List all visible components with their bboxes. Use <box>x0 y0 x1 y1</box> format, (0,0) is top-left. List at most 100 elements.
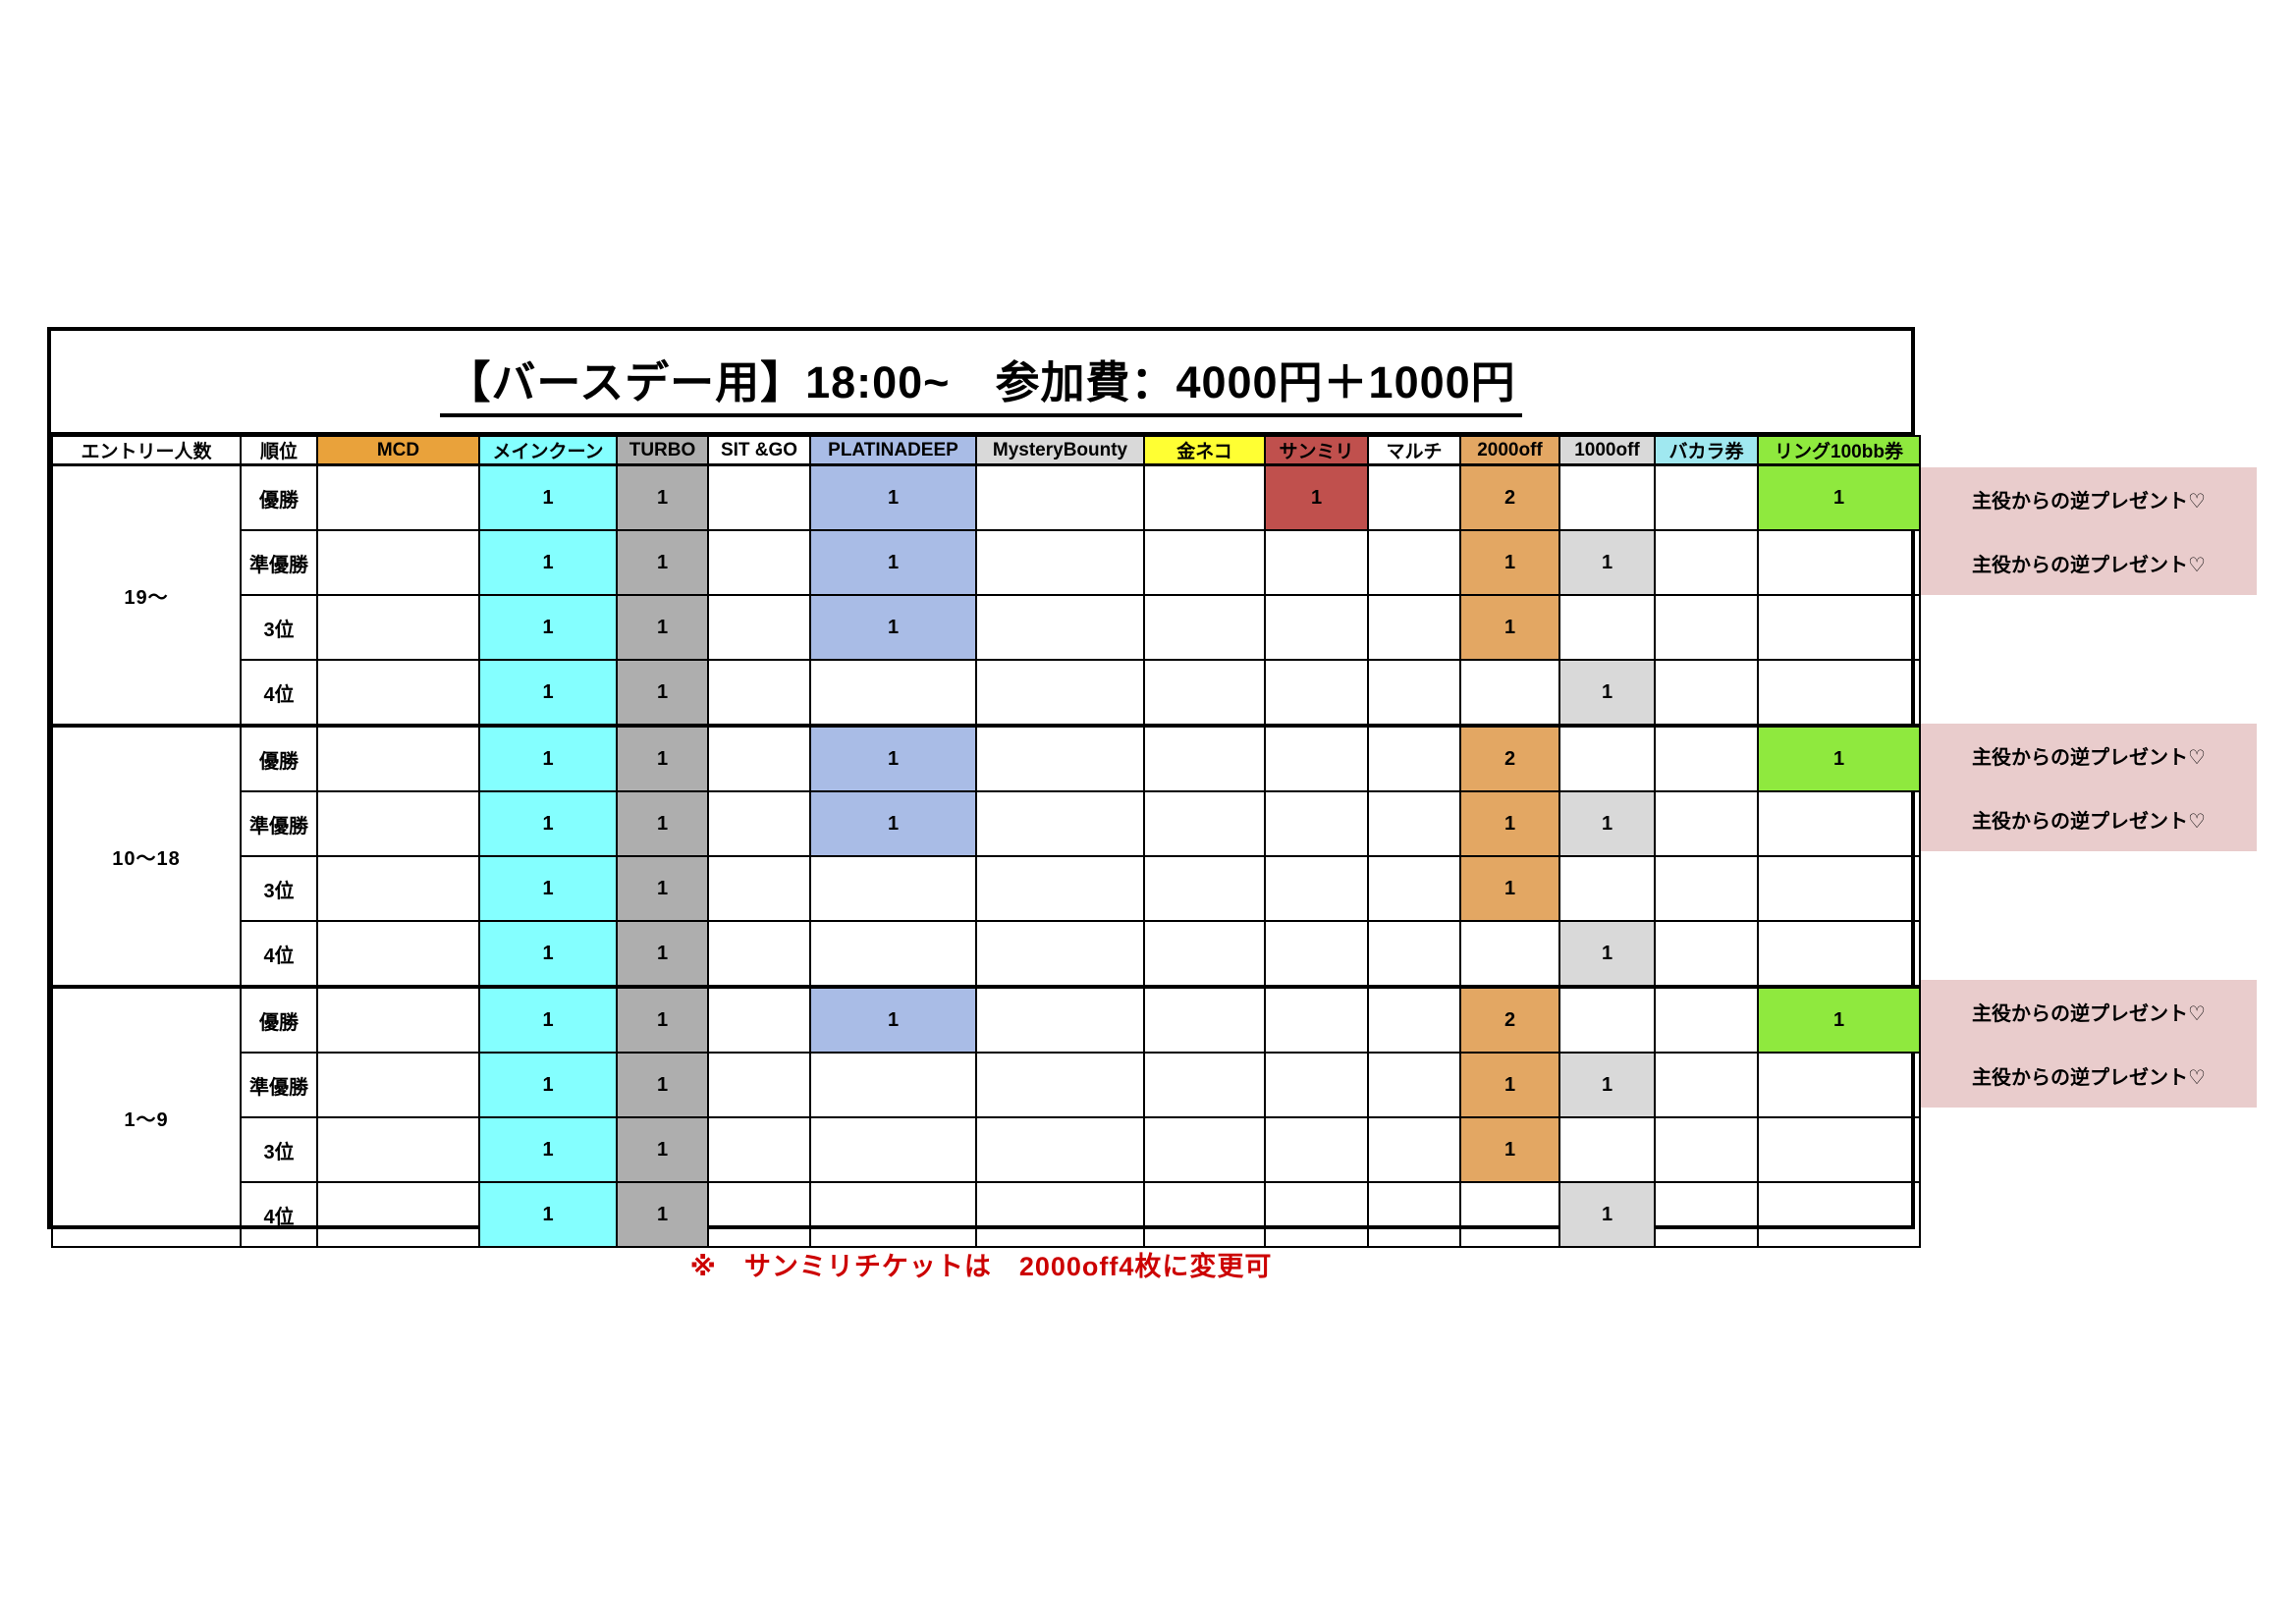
prize-cell: 1 <box>616 594 709 661</box>
prize-cell <box>975 463 1145 531</box>
table-head: エントリー人数 順位 MCD メインクーン TURBO SIT &GO PLATINADEE… <box>51 435 1921 466</box>
prize-cell: 1 <box>616 463 709 531</box>
prize-cell: 1 <box>1264 463 1369 531</box>
prize-cell <box>809 920 977 988</box>
prize-cell <box>1367 463 1461 531</box>
prize-cell <box>1143 1181 1266 1248</box>
prize-cell: 1 <box>478 463 618 531</box>
column-header: PLATINADEEP <box>809 435 977 466</box>
prize-cell <box>1143 1052 1266 1118</box>
prize-cell: 1 <box>616 1181 709 1248</box>
prize-cell <box>316 1052 480 1118</box>
prize-cell <box>1367 1181 1461 1248</box>
prize-cell <box>1654 463 1759 531</box>
prize-cell <box>1558 1116 1656 1183</box>
prize-cell <box>1264 1052 1369 1118</box>
prize-cell <box>1367 985 1461 1054</box>
title-bar: 【バースデー用】18:00~ 参加費：4000円＋1000円 <box>51 331 1911 435</box>
prize-cell <box>975 985 1145 1054</box>
prize-table: エントリー人数 順位 MCD メインクーン TURBO SIT &GO PLATINADEE… <box>51 435 1921 1248</box>
prize-cell: 1 <box>478 855 618 922</box>
prize-cell: 1 <box>809 985 977 1054</box>
footnote-text: ※ サンミリチケットは 2000off4枚に変更可 <box>689 1252 1273 1281</box>
prize-cell <box>1143 790 1266 857</box>
prize-cell <box>1459 920 1560 988</box>
prize-cell <box>1459 1181 1560 1248</box>
entry-count-cell: 10～18 <box>51 724 242 988</box>
table-row: 4位 1 1 1 <box>52 920 1921 988</box>
table-row: 4位 1 1 1 <box>52 659 1921 727</box>
prize-sheet: 【バースデー用】18:00~ 参加費：4000円＋1000円 エントリー人数 順位… <box>47 327 1921 1248</box>
column-header: マルチ <box>1367 435 1461 466</box>
prize-cell: 1 <box>1459 594 1560 661</box>
prize-cell <box>1367 855 1461 922</box>
prize-cell <box>1757 594 1921 661</box>
rank-cell: 準優勝 <box>240 790 318 857</box>
prize-cell <box>707 985 811 1054</box>
birthday-note-text: 主役からの逆プレゼント♡ <box>1972 1067 2206 1089</box>
prize-cell <box>1264 855 1369 922</box>
table-row: 3位 1 1 1 <box>52 855 1921 922</box>
column-header: バカラ券 <box>1654 435 1759 466</box>
table-row: 4位 1 1 1 <box>52 1181 1921 1248</box>
prize-cell <box>1757 1181 1921 1248</box>
table-row: 準優勝 1 1 1 1 <box>52 1052 1921 1118</box>
prize-cell <box>1757 529 1921 596</box>
prize-cell <box>316 463 480 531</box>
prize-cell <box>1654 790 1759 857</box>
prize-cell <box>316 920 480 988</box>
prize-cell <box>1367 1116 1461 1183</box>
column-header: MysteryBounty <box>975 435 1145 466</box>
prize-cell <box>316 790 480 857</box>
entry-count-cell: 1～9 <box>51 985 242 1248</box>
rank-cell: 3位 <box>240 1116 318 1183</box>
prize-cell <box>975 1116 1145 1183</box>
prize-cell <box>809 1181 977 1248</box>
birthday-note-band: 主役からの逆プレゼント♡ 主役からの逆プレゼント♡ <box>1921 724 2257 851</box>
prize-cell <box>975 855 1145 922</box>
prize-cell <box>1143 594 1266 661</box>
prize-cell: 1 <box>809 529 977 596</box>
prize-cell <box>1654 659 1759 727</box>
prize-cell <box>1143 855 1266 922</box>
prize-cell: 1 <box>616 659 709 727</box>
prize-cell: 1 <box>1459 790 1560 857</box>
prize-cell <box>809 1116 977 1183</box>
prize-cell: 1 <box>478 594 618 661</box>
prize-cell <box>707 1052 811 1118</box>
column-header: リング100bb券 <box>1757 435 1921 466</box>
rank-cell: 優勝 <box>240 985 318 1054</box>
prize-cell: 1 <box>1558 790 1656 857</box>
prize-cell <box>1367 1052 1461 1118</box>
entry-count-cell: 19～ <box>51 463 242 727</box>
prize-cell: 2 <box>1459 985 1560 1054</box>
prize-cell: 1 <box>616 985 709 1054</box>
birthday-note-text: 主役からの逆プレゼント♡ <box>1972 1003 2206 1025</box>
prize-cell <box>316 985 480 1054</box>
prize-cell <box>707 594 811 661</box>
column-header: SIT &GO <box>707 435 811 466</box>
prize-cell <box>1264 1116 1369 1183</box>
prize-cell: 1 <box>1558 1052 1656 1118</box>
prize-cell <box>1757 855 1921 922</box>
birthday-note-band: 主役からの逆プレゼント♡ 主役からの逆プレゼント♡ <box>1921 980 2257 1108</box>
prize-cell: 1 <box>1558 659 1656 727</box>
prize-cell <box>1143 463 1266 531</box>
table-row: 3位 1 1 1 1 <box>52 594 1921 661</box>
prize-cell <box>1143 659 1266 727</box>
prize-cell <box>1654 1052 1759 1118</box>
prize-cell <box>316 1181 480 1248</box>
prize-cell <box>1757 920 1921 988</box>
prize-cell: 1 <box>616 855 709 922</box>
birthday-note-text: 主役からの逆プレゼント♡ <box>1972 811 2206 833</box>
table-body: 19～ 優勝 1 1 1 1 2 1 準優勝 1 1 1 1 1 3位 1 1 1 1 4位 1 1 1 10～18 優勝 1 1 1… <box>51 463 1921 1248</box>
prize-cell: 2 <box>1459 463 1560 531</box>
prize-cell: 1 <box>616 790 709 857</box>
birthday-note-text: 主役からの逆プレゼント♡ <box>1972 747 2206 769</box>
prize-cell <box>707 659 811 727</box>
prize-cell <box>975 529 1145 596</box>
prize-cell <box>316 855 480 922</box>
prize-cell: 1 <box>478 1181 618 1248</box>
prize-cell <box>1143 920 1266 988</box>
prize-cell <box>809 1052 977 1118</box>
